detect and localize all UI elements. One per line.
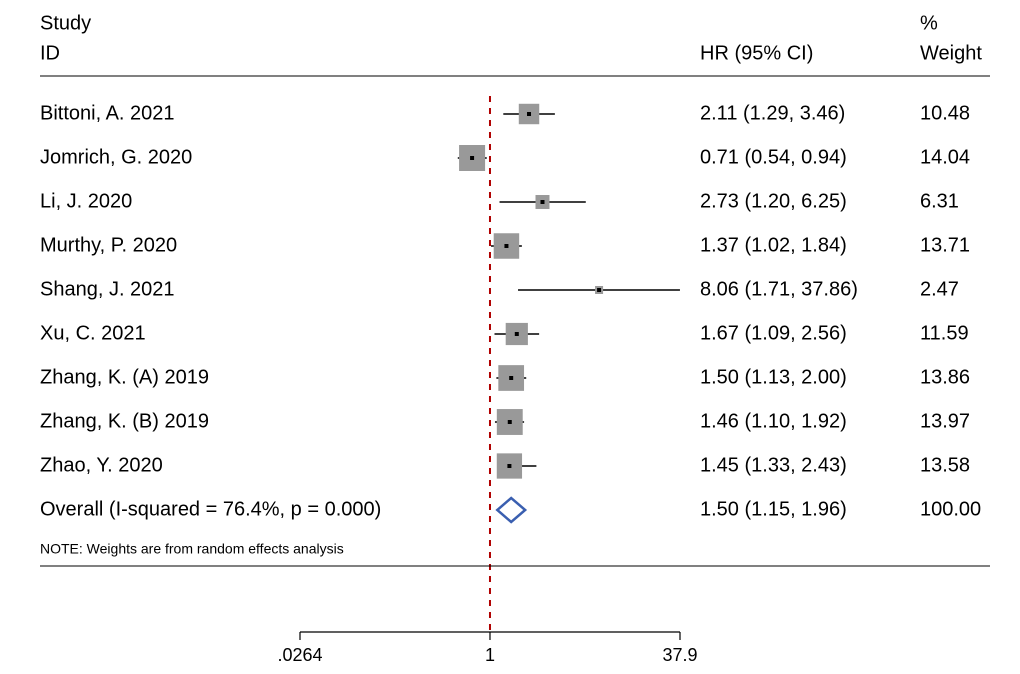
x-tick-label: 1 bbox=[485, 645, 495, 665]
study-label: Shang, J. 2021 bbox=[40, 278, 175, 300]
weight-value: 2.47 bbox=[920, 278, 959, 300]
overall-hr-ci: 1.50 (1.15, 1.96) bbox=[700, 498, 847, 520]
overall-weight: 100.00 bbox=[920, 498, 981, 520]
overall-diamond bbox=[497, 498, 525, 522]
hr-ci-value: 2.73 (1.20, 6.25) bbox=[700, 190, 847, 212]
point-center bbox=[470, 156, 474, 160]
study-label: Murthy, P. 2020 bbox=[40, 234, 177, 256]
x-tick-label: .0264 bbox=[277, 645, 322, 665]
point-center bbox=[509, 376, 513, 380]
point-center bbox=[504, 244, 508, 248]
study-label: Jomrich, G. 2020 bbox=[40, 146, 192, 168]
hr-ci-value: 8.06 (1.71, 37.86) bbox=[700, 278, 858, 300]
hr-ci-value: 1.67 (1.09, 2.56) bbox=[700, 322, 847, 344]
weight-value: 14.04 bbox=[920, 146, 970, 168]
study-label: Zhang, K. (A) 2019 bbox=[40, 366, 209, 388]
forest-plot: Study ID HR (95% CI)% Weight Bittoni, A. 202… bbox=[0, 0, 1020, 674]
weight-value: 11.59 bbox=[920, 322, 969, 344]
header-study-line2: ID bbox=[40, 42, 60, 64]
study-label: Zhang, K. (B) 2019 bbox=[40, 410, 209, 432]
header-weight-line2: Weight bbox=[920, 42, 982, 64]
point-center bbox=[515, 332, 519, 336]
header-study-line1: Study bbox=[40, 12, 91, 34]
point-center bbox=[527, 112, 531, 116]
footnote: NOTE: Weights are from random effects an… bbox=[40, 541, 344, 557]
point-center bbox=[507, 464, 511, 468]
weight-value: 13.58 bbox=[920, 454, 970, 476]
hr-ci-value: 2.11 (1.29, 3.46) bbox=[700, 102, 845, 124]
weight-value: 13.86 bbox=[920, 366, 970, 388]
hr-ci-value: 1.37 (1.02, 1.84) bbox=[700, 234, 847, 256]
weight-value: 13.71 bbox=[920, 234, 970, 256]
header-weight-line1: % bbox=[920, 12, 938, 34]
point-center bbox=[508, 420, 512, 424]
weight-value: 6.31 bbox=[920, 190, 959, 212]
point-center bbox=[597, 288, 601, 292]
study-label: Zhao, Y. 2020 bbox=[40, 454, 163, 476]
hr-ci-value: 1.50 (1.13, 2.00) bbox=[700, 366, 847, 388]
weight-value: 10.48 bbox=[920, 102, 970, 124]
hr-ci-value: 1.45 (1.33, 2.43) bbox=[700, 454, 847, 476]
study-label: Xu, C. 2021 bbox=[40, 322, 146, 344]
weight-value: 13.97 bbox=[920, 410, 970, 432]
hr-ci-value: 0.71 (0.54, 0.94) bbox=[700, 146, 847, 168]
header-hr: HR (95% CI) bbox=[700, 42, 813, 64]
hr-ci-value: 1.46 (1.10, 1.92) bbox=[700, 410, 847, 432]
study-label: Li, J. 2020 bbox=[40, 190, 132, 212]
x-tick-label: 37.9 bbox=[662, 645, 697, 665]
study-label: Bittoni, A. 2021 bbox=[40, 102, 175, 124]
point-center bbox=[540, 200, 544, 204]
overall-label: Overall (I-squared = 76.4%, p = 0.000) bbox=[40, 498, 381, 520]
